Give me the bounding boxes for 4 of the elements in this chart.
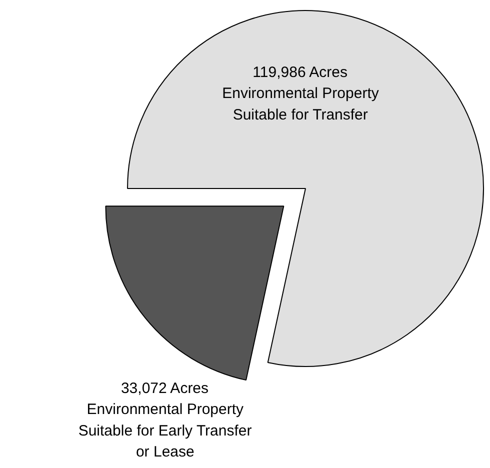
data-label: 33,072 Acres [120, 380, 209, 397]
data-label: 119,986 Acres [252, 64, 348, 81]
slice-label: Environmental Property Suitable for Early Transfer or Lease [78, 401, 252, 461]
slice-label: Environmental Property Suitable for Transfer [222, 85, 380, 124]
